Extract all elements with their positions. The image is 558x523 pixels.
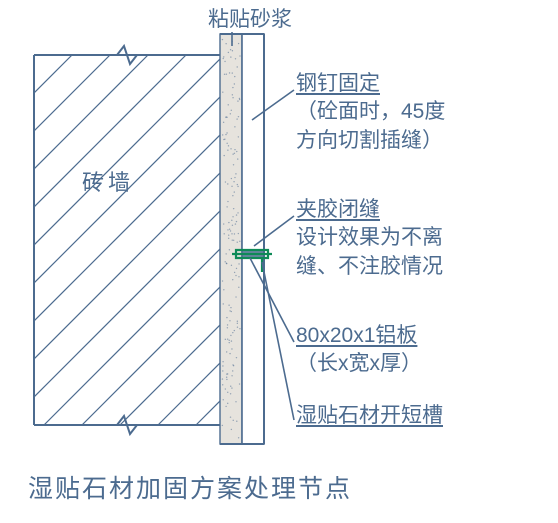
wall-label: 砖墙 bbox=[82, 168, 134, 198]
mortar-label: 粘贴砂浆 bbox=[208, 6, 292, 34]
nail-note-1: （砼面时，45度 bbox=[296, 100, 445, 123]
diagram-svg bbox=[0, 0, 558, 523]
glue-label: 夹胶闭缝 设计效果为不离 缝、不注胶情况 bbox=[296, 196, 443, 281]
glue-head: 夹胶闭缝 bbox=[296, 198, 380, 221]
diagram-stage: 粘贴砂浆 砖墙 钢钉固定 （砼面时，45度 方向切割插缝） 夹胶闭缝 设计效果为… bbox=[0, 0, 558, 523]
nail-label: 钢钉固定 （砼面时，45度 方向切割插缝） bbox=[296, 70, 445, 155]
slot-head: 湿贴石材开短槽 bbox=[296, 404, 443, 427]
plate-label: 80x20x1铝板 （长x宽x厚） bbox=[296, 322, 422, 379]
nail-note-2: 方向切割插缝） bbox=[296, 129, 443, 152]
diagram-title: 湿贴石材加固方案处理节点 bbox=[28, 469, 352, 505]
plate-head: 80x20x1铝板 bbox=[296, 324, 417, 347]
glue-note-1: 设计效果为不离 bbox=[296, 226, 443, 249]
slot-label: 湿贴石材开短槽 bbox=[296, 402, 443, 430]
plate-note: （长x宽x厚） bbox=[296, 352, 422, 375]
glue-note-2: 缝、不注胶情况 bbox=[296, 255, 443, 278]
nail-head: 钢钉固定 bbox=[296, 72, 380, 95]
